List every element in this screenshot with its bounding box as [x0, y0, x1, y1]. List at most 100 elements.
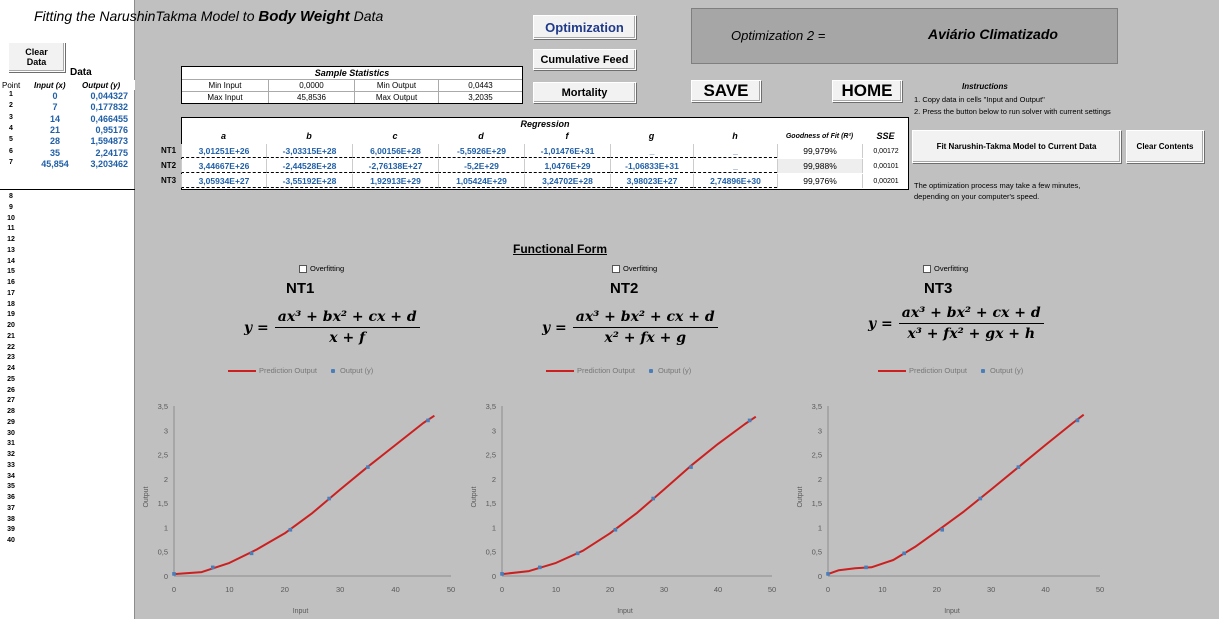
input-cell[interactable]: 7: [52, 102, 58, 113]
regression-value: 3,01251E+26: [181, 144, 266, 158]
row-number: 39: [0, 526, 22, 538]
output-point: [826, 572, 830, 576]
output-point: [940, 527, 945, 532]
data-panel: [0, 0, 135, 619]
data-header-row: Point Input (x) Output (y): [0, 80, 135, 90]
x-tick-label: 30: [336, 585, 344, 594]
row-number: 40: [0, 537, 22, 548]
x-tick-label: 0: [500, 585, 504, 594]
row-number: 38: [0, 515, 22, 527]
functional-form-title: Functional Form: [513, 242, 607, 256]
row-number: 15: [0, 268, 22, 280]
y-tick-label: 3: [492, 426, 496, 435]
model-name: NT1: [286, 280, 315, 297]
fit-model-button[interactable]: Fit Narushin-Takma Model to Current Data: [912, 130, 1121, 163]
row-number: 6: [0, 147, 22, 159]
y-tick-label: 3: [164, 426, 168, 435]
y-tick-label: 2,5: [812, 451, 822, 460]
model-name: NT3: [924, 280, 953, 297]
row-number: 10: [0, 214, 22, 226]
checkbox-box[interactable]: [612, 264, 620, 273]
save-button[interactable]: SAVE: [691, 80, 761, 102]
x-tick-label: 0: [826, 585, 830, 594]
x-tick-label: 50: [447, 585, 455, 594]
y-tick-label: 3,5: [158, 402, 168, 411]
home-button[interactable]: HOME: [832, 80, 902, 102]
clear-data-label: Clear Data: [25, 47, 48, 67]
output-cell[interactable]: 0,95176: [95, 124, 128, 135]
output-point: [902, 551, 906, 556]
x-axis-label: Input: [293, 608, 309, 615]
clear-contents-button[interactable]: Clear Contents: [1126, 130, 1204, 163]
output-cell[interactable]: 1,594873: [90, 136, 128, 147]
chart-legend: Prediction Output Output (y): [546, 366, 691, 375]
x-tick-label: 20: [281, 585, 289, 594]
checkbox-box[interactable]: [923, 264, 931, 273]
input-cell[interactable]: 0: [52, 91, 58, 101]
sse-value: 0,00172: [862, 144, 909, 158]
regression-value: 1,92913E+29: [352, 174, 438, 188]
row-number: 26: [0, 386, 22, 398]
regression-value: 6,00156E+28: [352, 144, 438, 158]
legend-line-swatch: [546, 369, 574, 372]
instruction-note-1: The optimization process may take a few …: [914, 181, 1081, 190]
row-number: 33: [0, 461, 22, 473]
instruction-note-2: depending on your computer's speed.: [914, 192, 1040, 201]
regression-value: 3,44667E+26: [181, 159, 266, 173]
y-tick-label: 2,5: [158, 451, 168, 460]
optimization-label: Optimization 2 =: [731, 28, 826, 43]
optimization-value: Aviário Climatizado: [928, 26, 1058, 42]
legend-prediction-label: Prediction Output: [259, 366, 317, 375]
regression-value: 3,24702E+28: [524, 174, 610, 188]
input-cell[interactable]: 14: [49, 113, 60, 124]
optimization-button[interactable]: Optimization: [533, 15, 636, 39]
x-tick-label: 50: [768, 585, 776, 594]
model-formula: y = ax³ + bx² + cx + d x² + fx + g: [542, 309, 718, 346]
cumulative-feed-button[interactable]: Cumulative Feed: [533, 49, 636, 70]
input-cell[interactable]: 21: [49, 124, 60, 135]
output-cell[interactable]: 3,203462: [90, 158, 128, 169]
max-output-value: 3,2035: [438, 91, 522, 103]
overfitting-checkbox[interactable]: Overfitting: [299, 263, 344, 273]
legend-prediction-label: Prediction Output: [909, 366, 967, 375]
output-point: [249, 551, 254, 556]
input-cell[interactable]: 35: [49, 147, 60, 158]
regression-value: 1,05424E+29: [438, 174, 524, 188]
instruction-step-1: 1. Copy data in cells "Input and Output": [914, 95, 1045, 104]
overfitting-checkbox[interactable]: Overfitting: [612, 263, 657, 273]
output-point: [1075, 418, 1080, 423]
output-cell[interactable]: 0,466455: [90, 113, 128, 124]
regression-value: _: [693, 159, 777, 173]
x-axis-label: Input: [944, 608, 960, 615]
row-number: 31: [0, 440, 22, 452]
y-tick-label: 2: [818, 475, 822, 484]
overfitting-checkbox[interactable]: Overfitting: [923, 263, 968, 273]
y-tick-label: 1,5: [158, 499, 168, 508]
regression-value: -3,55192E+28: [266, 174, 352, 188]
regression-title: Regression: [520, 119, 570, 129]
output-cell[interactable]: 2,24175: [95, 147, 128, 158]
prediction-output-line: [501, 415, 757, 576]
input-cell[interactable]: 45,854: [41, 158, 69, 169]
row-number: 23: [0, 354, 22, 366]
row-number: 19: [0, 311, 22, 323]
regression-value: _: [610, 144, 693, 158]
output-cell[interactable]: 0,177832: [90, 102, 128, 113]
header-point: Point: [2, 81, 21, 90]
instructions-title: Instructions: [962, 82, 1008, 91]
output-chart: 0 0,5 1 1,5 2 2,5 3 3,5 0 10 20 30 40 50 Input Output: [797, 402, 1104, 615]
overfitting-label: Overfitting: [934, 264, 969, 273]
clear-data-button[interactable]: Clear Data: [8, 42, 65, 72]
output-chart: 0 0,5 1 1,5 2 2,5 3 3,5 0 10 20 30 40 50 Input Output: [471, 402, 776, 615]
x-tick-label: 40: [391, 585, 399, 594]
row-number: 29: [0, 418, 22, 430]
regression-table: Regression a b c d f g h Goodness of Fit (R²) SS…: [181, 117, 909, 190]
prediction-output-line: [827, 413, 1085, 576]
title-emphasis: Body Weight: [258, 8, 350, 25]
legend-output-label: Output (y): [989, 366, 1024, 375]
checkbox-box[interactable]: [299, 264, 307, 273]
mortality-button[interactable]: Mortality: [533, 82, 636, 103]
output-cell[interactable]: 0,044327: [90, 91, 128, 101]
regression-value: _: [693, 144, 777, 158]
input-cell[interactable]: 28: [49, 136, 60, 147]
